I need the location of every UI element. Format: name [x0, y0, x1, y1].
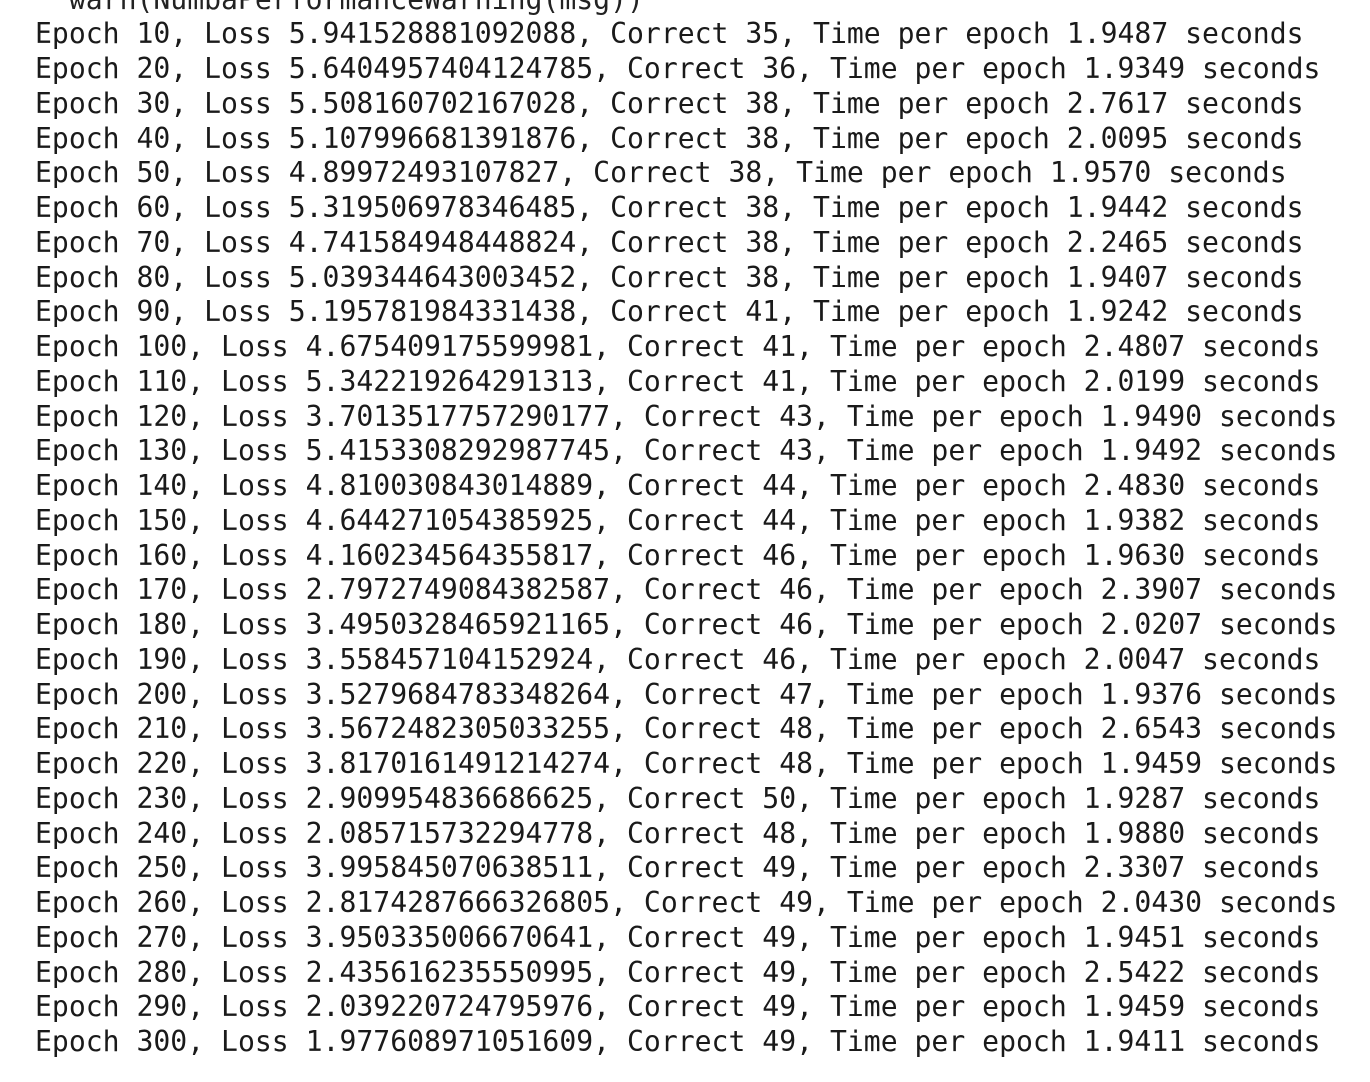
log-line: Epoch 180, Loss 3.4950328465921165, Corr… — [35, 608, 1338, 641]
warning-line: warn(NumbaPerformanceWarning(msg)) — [35, 0, 1337, 17]
log-line: Epoch 40, Loss 5.107996681391876, Correc… — [35, 121, 1304, 155]
log-line: Epoch 150, Loss 4.644271054385925, Corre… — [35, 503, 1321, 537]
log-line: Epoch 110, Loss 5.342219264291313, Corre… — [35, 364, 1321, 398]
log-line: Epoch 280, Loss 2.435616235550995, Corre… — [35, 955, 1321, 989]
log-line: Epoch 80, Loss 5.039344643003452, Correc… — [35, 260, 1304, 294]
training-log: warn(NumbaPerformanceWarning(msg))Epoch … — [35, 0, 1337, 1060]
log-line: Epoch 270, Loss 3.950335006670641, Corre… — [35, 920, 1321, 954]
log-line: Epoch 240, Loss 2.085715732294778, Corre… — [35, 816, 1321, 850]
log-line: Epoch 210, Loss 3.5672482305033255, Corr… — [35, 712, 1338, 746]
log-line: Epoch 90, Loss 5.195781984331438, Correc… — [35, 295, 1304, 329]
log-line: Epoch 190, Loss 3.558457104152924, Corre… — [35, 642, 1321, 676]
log-line: Epoch 230, Loss 2.909954836686625, Corre… — [35, 781, 1321, 815]
log-line: Epoch 290, Loss 2.039220724795976, Corre… — [35, 990, 1321, 1024]
log-line: Epoch 100, Loss 4.675409175599981, Corre… — [35, 330, 1321, 363]
log-line: Epoch 140, Loss 4.810030843014889, Corre… — [35, 469, 1321, 502]
log-line: Epoch 30, Loss 5.508160702167028, Correc… — [35, 86, 1304, 120]
log-line: Epoch 60, Loss 5.319506978346485, Correc… — [35, 191, 1304, 224]
log-line: Epoch 50, Loss 4.89972493107827, Correct… — [35, 156, 1287, 190]
log-line: Epoch 120, Loss 3.7013517757290177, Corr… — [35, 399, 1338, 433]
log-line: Epoch 200, Loss 3.5279684783348264, Corr… — [35, 677, 1338, 711]
log-line: Epoch 10, Loss 5.941528881092088, Correc… — [35, 17, 1304, 51]
log-line: Epoch 20, Loss 5.6404957404124785, Corre… — [35, 52, 1321, 85]
log-line: Epoch 300, Loss 1.977608971051609, Corre… — [35, 1025, 1321, 1058]
log-line: Epoch 170, Loss 2.7972749084382587, Corr… — [35, 573, 1338, 607]
log-line: Epoch 130, Loss 5.4153308292987745, Corr… — [35, 434, 1338, 468]
log-line: Epoch 260, Loss 2.8174287666326805, Corr… — [35, 886, 1338, 919]
log-line: Epoch 250, Loss 3.995845070638511, Corre… — [35, 851, 1321, 885]
log-line: Epoch 220, Loss 3.8170161491214274, Corr… — [35, 747, 1338, 780]
log-line: Epoch 70, Loss 4.741584948448824, Correc… — [35, 225, 1304, 259]
log-line: Epoch 160, Loss 4.160234564355817, Corre… — [35, 538, 1321, 572]
